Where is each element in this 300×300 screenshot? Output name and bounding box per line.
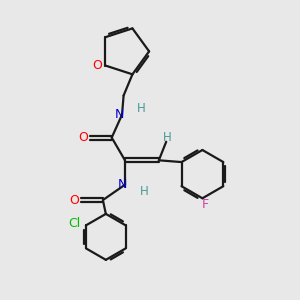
Text: Cl: Cl (69, 217, 81, 230)
Text: N: N (114, 108, 124, 121)
Text: H: H (140, 185, 148, 198)
Text: N: N (117, 178, 127, 191)
Text: O: O (69, 194, 79, 207)
Text: F: F (202, 198, 209, 211)
Text: O: O (78, 131, 88, 144)
Text: O: O (92, 59, 102, 72)
Text: H: H (137, 102, 146, 115)
Text: H: H (163, 131, 172, 144)
